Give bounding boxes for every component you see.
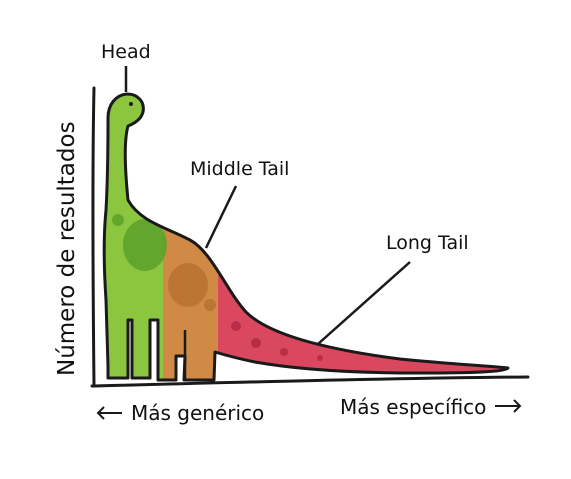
tail-region (218, 94, 509, 380)
head-label: Head (101, 41, 151, 63)
y-axis-label: Número de resultados (54, 121, 80, 376)
tail-spot (251, 338, 261, 348)
right-arrow-icon (495, 399, 522, 413)
middle-region (163, 94, 218, 380)
middle-shadow-blob-2 (204, 299, 216, 311)
middle-tail-pointer (204, 185, 238, 249)
long-tail-label: Long Tail (386, 232, 469, 254)
tail-spot (280, 348, 288, 356)
head-shadow-blob-2 (112, 214, 124, 226)
long-tail-pointer (317, 261, 411, 345)
tail-spot (231, 321, 241, 331)
tail-spot (317, 355, 323, 361)
middle-shadow-blob (168, 263, 208, 307)
left-arrow-icon (96, 406, 122, 420)
x-axis-left-label: Más genérico (131, 401, 264, 425)
x-axis-right-label: Más específico (340, 395, 486, 419)
head-shadow-blob (123, 219, 167, 271)
middle-tail-label: Middle Tail (190, 158, 289, 180)
dinosaur-eye (129, 102, 133, 106)
x-axis-line (90, 375, 530, 388)
y-axis-line (91, 86, 96, 388)
